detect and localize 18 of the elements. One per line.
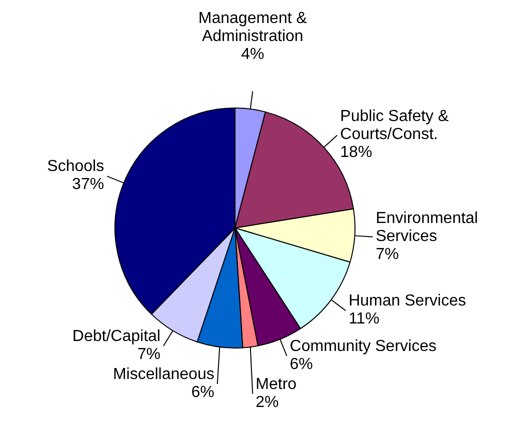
slice-label: Community Services xyxy=(290,338,436,355)
data-label: 6% xyxy=(191,384,214,402)
data-label: 37% xyxy=(72,176,104,194)
slice-label: Public Safety & Courts/Const. xyxy=(340,108,449,144)
data-label: 7% xyxy=(376,246,399,263)
slice-label: Human Services xyxy=(348,292,466,310)
data-label: 18% xyxy=(340,144,372,162)
data-label: 11% xyxy=(348,310,380,328)
slice-label: Schools xyxy=(47,158,104,176)
slice-label: Environmental Services xyxy=(376,210,478,245)
slice-label: Management & Administration xyxy=(198,10,308,46)
data-label: 7% xyxy=(137,346,160,364)
data-label: 4% xyxy=(241,46,264,64)
slice-label: Miscellaneous xyxy=(112,366,214,384)
data-label: 2% xyxy=(256,394,279,411)
slice-label: Metro xyxy=(256,376,297,393)
data-label: 6% xyxy=(290,356,313,373)
slice-label: Debt/Capital xyxy=(72,328,160,346)
